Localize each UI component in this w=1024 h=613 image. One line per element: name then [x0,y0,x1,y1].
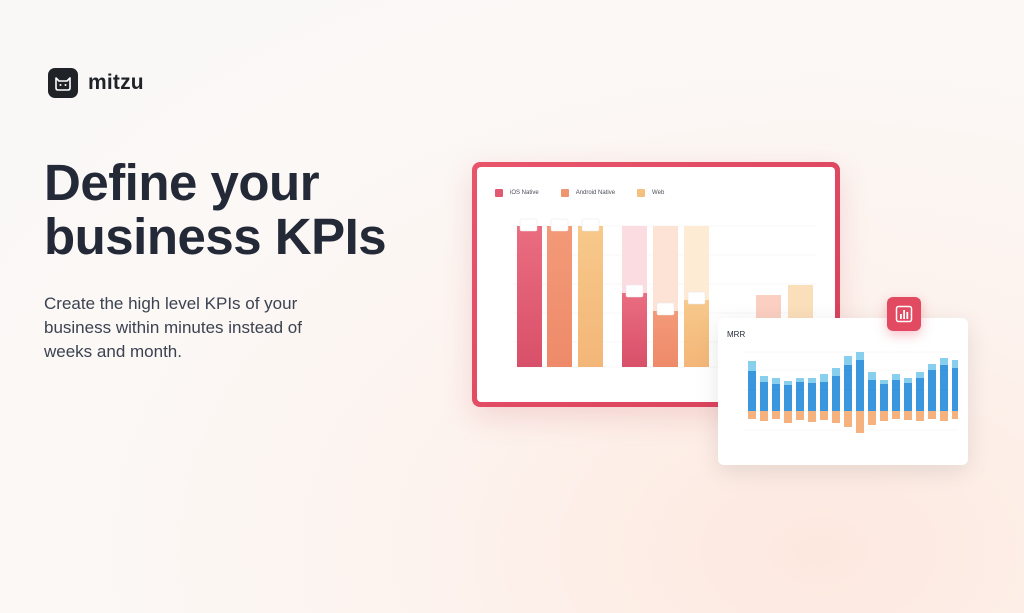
legend-label-ios: iOS Native [510,190,539,196]
legend-swatch-web [637,189,646,197]
bar-android-step1 [547,226,572,367]
brand-name: mitzu [88,71,144,94]
bar-tag-android-step1 [550,218,569,232]
hero-subtext: Create the high level KPIs of your busin… [44,294,302,361]
headline-line-2: business KPIs [44,208,387,265]
step-2-bars [622,226,709,367]
legend-item-android: Android Native [560,189,616,197]
bar-tag-android-step2 [656,302,675,316]
legend-label-web: Web [652,190,665,196]
legend-item-web: Web [637,189,664,197]
headline-line-1: Define your [44,154,320,211]
legend-swatch-android [560,189,569,197]
chart-legend: iOS Native Android Native Web [495,189,664,197]
funnel-chart-panel: iOS Native Android Native Web [477,167,835,402]
funnel-chart-graphic [513,218,817,368]
mrr-chart-title: MRR [727,330,746,339]
bar-web-step1 [578,226,603,367]
legend-label-android: Android Native [575,190,616,196]
brand-logo[interactable]: mitzu [48,68,144,98]
bar-tag-web-step1 [581,218,600,232]
bar-tag-ios-step2 [625,284,644,298]
legend-item-ios: iOS Native [495,189,539,197]
funnel-chart-card: iOS Native Android Native Web [472,162,840,407]
legend-swatch-ios [495,189,503,197]
bar-tag-web-step2 [687,291,706,305]
bar-tag-ios-step1 [519,218,538,232]
bar-ios-step1 [517,226,542,367]
step-1-bars [517,218,603,367]
bar-android-step2 [653,311,678,367]
bar-web-step2 [684,300,709,367]
mrr-chart-graphic [744,351,958,433]
chart-badge[interactable] [887,297,921,331]
mrr-chart-card: MRR [718,318,968,465]
page-title: Define your business KPIs [44,156,464,264]
bar-chart-icon [895,305,913,323]
mrr-bars [748,352,958,433]
cat-icon [48,68,78,98]
bar-ios-step2 [622,293,647,367]
